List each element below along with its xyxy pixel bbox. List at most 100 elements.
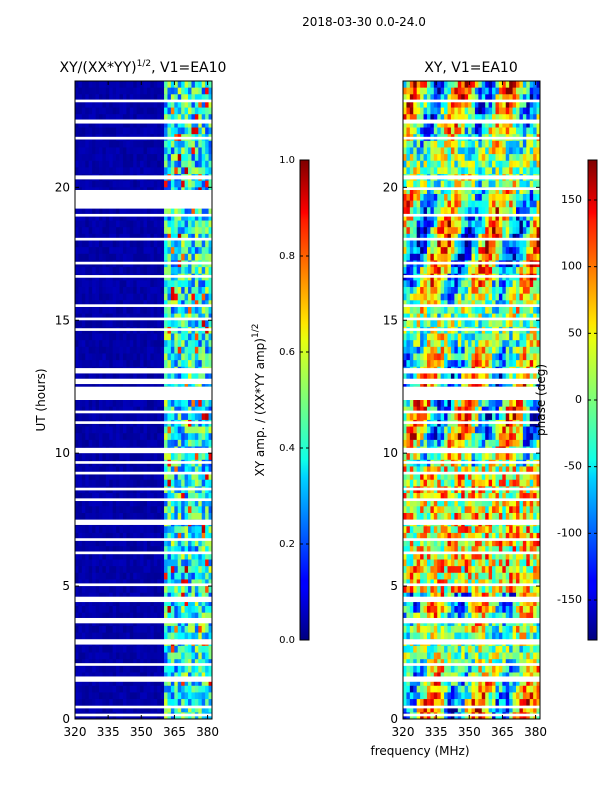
heatmap-cell <box>78 306 83 315</box>
heatmap-cell <box>146 532 151 540</box>
heatmap-cell <box>160 539 165 547</box>
heatmap-cell <box>177 406 182 414</box>
heatmap-cell <box>153 353 158 361</box>
heatmap-cell <box>92 612 96 620</box>
heatmap-cell <box>136 306 141 315</box>
heatmap-cell <box>174 253 179 261</box>
heatmap-cell <box>205 466 209 474</box>
heatmap-cell <box>181 592 185 600</box>
heatmap-cell <box>177 107 182 115</box>
heatmap-cell <box>184 632 189 640</box>
heatmap-cell <box>146 340 151 348</box>
heatmap-cell <box>136 293 141 301</box>
heatmap-cell <box>423 233 428 241</box>
heatmap-cell <box>164 512 168 521</box>
heatmap-cell <box>529 140 534 148</box>
heatmap-cell <box>454 253 459 261</box>
heatmap-cell <box>519 187 524 195</box>
heatmap-cell <box>95 373 100 381</box>
heatmap-cell <box>122 320 127 328</box>
heatmap-cell <box>403 160 407 168</box>
heatmap-cell <box>201 127 206 135</box>
heatmap-cell <box>522 213 527 221</box>
heatmap-cell <box>98 360 103 368</box>
heatmap-cell <box>146 406 151 414</box>
heatmap-cell <box>81 346 86 354</box>
heatmap-cell <box>116 120 120 128</box>
heatmap-cell <box>126 213 131 221</box>
heatmap-cell <box>403 140 407 148</box>
heatmap-cell <box>516 247 520 255</box>
heatmap-cell <box>126 107 131 115</box>
heatmap-cell <box>75 546 79 554</box>
heatmap-cell <box>95 127 100 135</box>
heatmap-cell <box>198 539 203 547</box>
heatmap-cell <box>505 147 510 155</box>
heatmap-cell <box>75 559 79 567</box>
heatmap-cell <box>105 665 110 673</box>
heatmap-cell <box>85 479 90 487</box>
heatmap-cell <box>116 645 120 653</box>
heatmap-cell <box>167 532 172 540</box>
heatmap-cell <box>88 426 93 434</box>
heatmap-cell <box>105 433 110 441</box>
heatmap-cell <box>426 247 431 255</box>
heatmap-cell <box>92 579 96 587</box>
heatmap-cell <box>160 699 165 707</box>
heatmap-cell <box>153 665 158 673</box>
heatmap-cell <box>492 160 496 168</box>
heatmap-cell <box>75 579 79 587</box>
heatmap-cell <box>181 552 185 560</box>
heatmap-cell <box>167 287 172 295</box>
heatmap-cell <box>191 87 196 95</box>
heatmap-cell <box>174 612 179 620</box>
heatmap-cell <box>447 187 452 195</box>
heatmap-cell <box>119 167 124 175</box>
heatmap-cell <box>208 280 212 288</box>
heatmap-cell <box>440 227 445 235</box>
heatmap-cell <box>198 672 203 680</box>
heatmap-cell <box>95 120 100 128</box>
heatmap-cell <box>177 546 182 554</box>
heatmap-cell <box>194 333 199 341</box>
heatmap-cell <box>150 466 155 474</box>
heatmap-cell <box>516 120 520 128</box>
heatmap-cell <box>170 679 175 687</box>
heatmap-cell <box>440 167 445 175</box>
heatmap-cell <box>177 306 182 315</box>
heatmap-cell <box>160 692 165 700</box>
heatmap-cell <box>160 287 165 295</box>
heatmap-cell <box>85 685 90 693</box>
heatmap-cell <box>423 107 428 115</box>
heatmap-cell <box>160 592 165 600</box>
heatmap-cell <box>102 220 107 228</box>
heatmap-cell <box>423 193 428 202</box>
heatmap-cell <box>430 193 435 202</box>
heatmap-cell <box>105 632 110 640</box>
heatmap-cell <box>447 220 452 228</box>
heatmap-cell <box>119 160 124 168</box>
heatmap-cell <box>464 193 469 202</box>
heatmap-cell <box>485 147 490 155</box>
heatmap-cell <box>522 87 527 95</box>
heatmap-cell <box>495 193 500 202</box>
heatmap-cell <box>75 94 79 102</box>
heatmap-cell <box>464 227 469 235</box>
heatmap-cell <box>437 160 442 168</box>
heatmap-cell <box>177 207 182 215</box>
heatmap-cell <box>119 659 124 667</box>
heatmap-cell <box>78 559 83 567</box>
heatmap-cell <box>129 300 134 308</box>
heatmap-cell <box>98 659 103 667</box>
heatmap-cell <box>102 160 107 168</box>
heatmap-cell <box>95 406 100 414</box>
heatmap-cell <box>133 167 138 175</box>
heatmap-cell <box>81 539 86 547</box>
heatmap-cell <box>164 526 168 534</box>
heatmap-cell <box>194 426 199 434</box>
heatmap-cell <box>474 147 479 155</box>
heatmap-cell <box>420 100 424 108</box>
heatmap-cell <box>105 360 110 368</box>
heatmap-cell <box>160 493 165 501</box>
heatmap-cell <box>403 114 407 122</box>
